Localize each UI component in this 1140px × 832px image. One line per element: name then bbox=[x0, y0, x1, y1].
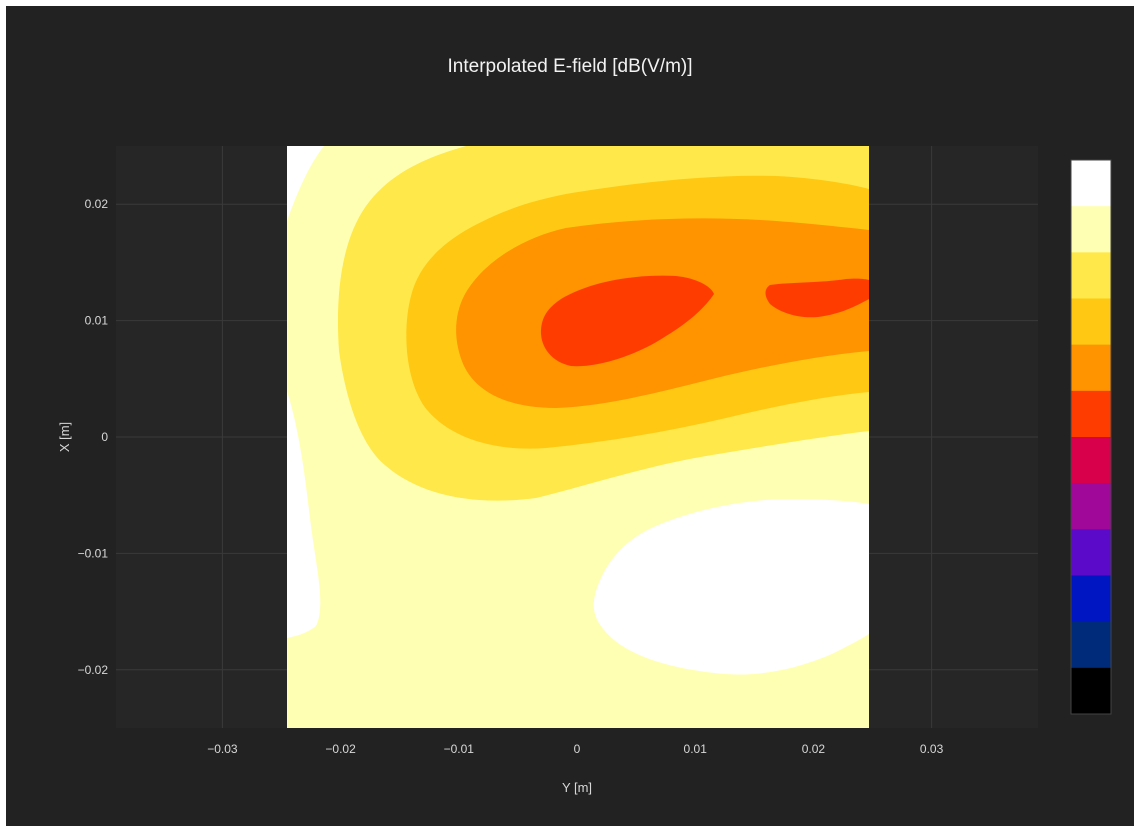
x-axis-title: Y [m] bbox=[562, 780, 592, 795]
y-tick-label: −0.02 bbox=[78, 663, 109, 677]
colorbar-segment bbox=[1071, 667, 1111, 715]
colorbar-segment bbox=[1071, 529, 1111, 576]
contour-plot: −0.03 −0.02 −0.01 0 0.01 0.02 0.03 0.020.010−0… bbox=[57, 146, 1112, 795]
y-tick-label: 0 bbox=[101, 430, 108, 444]
contour-white-left-edge bbox=[287, 391, 321, 638]
x-tick-label: 0.02 bbox=[802, 742, 826, 756]
colorbar-segment bbox=[1071, 160, 1111, 207]
colorbar-segment bbox=[1071, 437, 1111, 484]
colorbar-segment bbox=[1071, 621, 1111, 669]
x-tick-label: 0 bbox=[574, 742, 581, 756]
contour-fills bbox=[287, 146, 869, 728]
contour-red-peak-1 bbox=[540, 275, 714, 367]
x-tick-label: −0.01 bbox=[444, 742, 475, 756]
contour-white-top-left bbox=[287, 146, 324, 221]
chart-frame: Interpolated E-field [dB(V/m)] −0.03 −0.0… bbox=[6, 6, 1134, 826]
colorbar-segment bbox=[1071, 298, 1111, 346]
colorbar-border bbox=[1070, 159, 1112, 715]
x-tick-label: 0.01 bbox=[684, 742, 708, 756]
colorbar-segment bbox=[1071, 344, 1111, 392]
x-tick-labels: −0.03 −0.02 −0.01 0 0.01 0.02 0.03 bbox=[207, 742, 943, 756]
y-tick-label: 0.01 bbox=[85, 314, 109, 328]
colorbar-segment bbox=[1071, 575, 1111, 623]
colorbar-segment bbox=[1071, 390, 1111, 438]
x-tick-label: 0.03 bbox=[920, 742, 944, 756]
x-tick-label: −0.02 bbox=[325, 742, 356, 756]
contour-white-minimum bbox=[593, 499, 869, 675]
contour-red-peak-2 bbox=[765, 278, 869, 318]
colorbar-segment bbox=[1071, 206, 1111, 253]
colorbar bbox=[1070, 159, 1112, 715]
chart-title: Interpolated E-field [dB(V/m)] bbox=[447, 56, 693, 77]
y-tick-labels: 0.02 0.01 0 −0.01 −0.02 bbox=[78, 197, 109, 677]
x-tick-label: −0.03 bbox=[207, 742, 238, 756]
y-tick-label: 0.02 bbox=[85, 197, 109, 211]
colorbar-segment bbox=[1071, 252, 1111, 299]
y-axis-title: X [m] bbox=[57, 422, 72, 452]
colorbar-segment bbox=[1071, 483, 1111, 530]
y-tick-label: −0.01 bbox=[78, 546, 109, 560]
